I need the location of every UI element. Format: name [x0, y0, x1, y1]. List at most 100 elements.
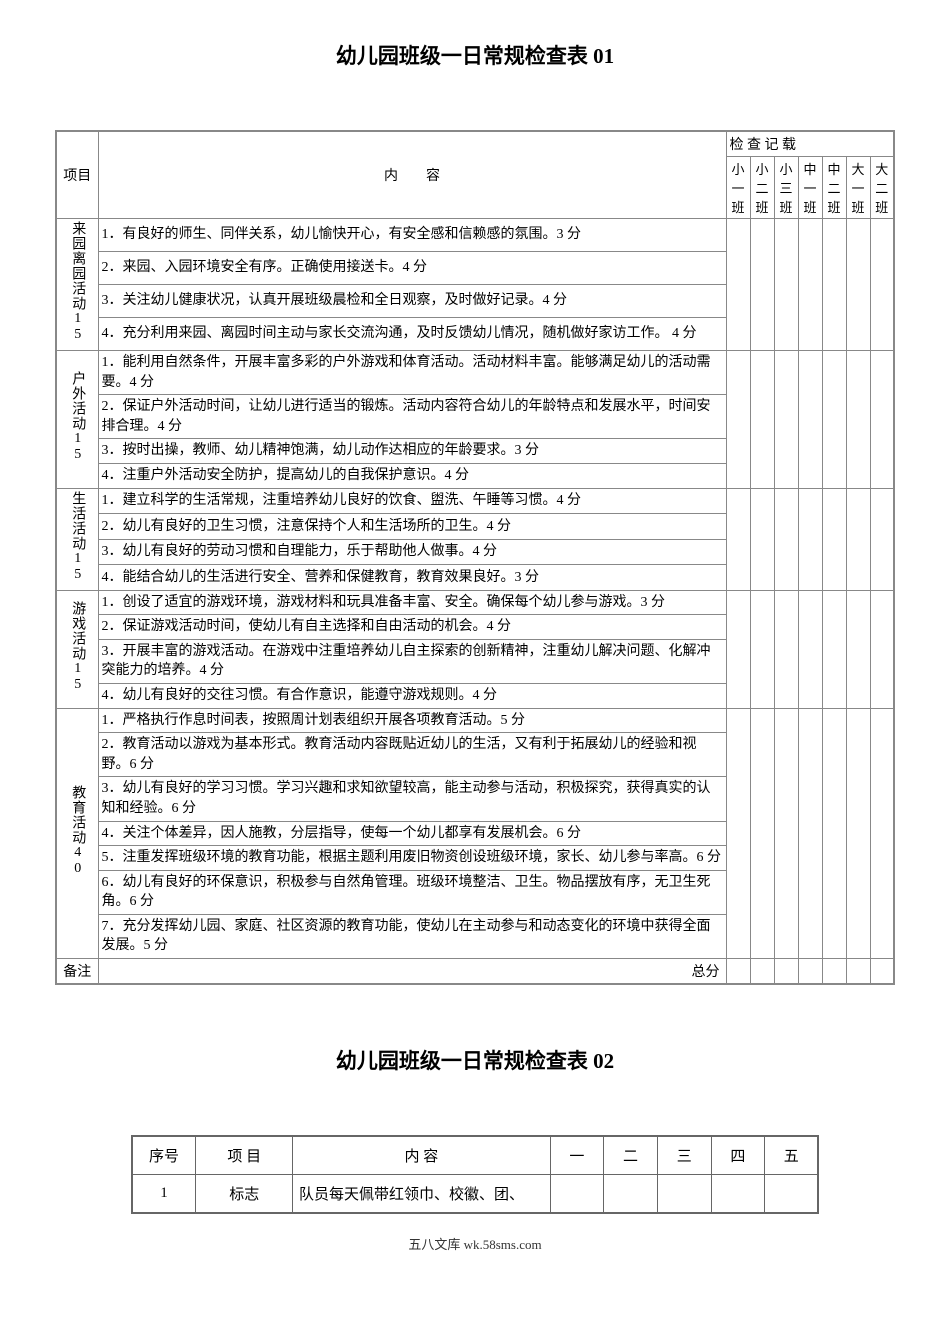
content-cell: 3．关注幼儿健康状况，认真开展班级晨检和全日观察，及时做好记录。4 分: [98, 285, 726, 318]
content-cell: 1．有良好的师生、同伴关系，幼儿愉快开心，有安全感和信赖感的氛围。3 分: [98, 219, 726, 252]
score-cell: [798, 590, 822, 708]
remark-row: 备注 总分: [56, 959, 894, 985]
header-check-record: 检 查 记 载: [726, 131, 894, 157]
content-cell: 3．开展丰富的游戏活动。在游戏中注重培养幼儿自主探索的创新精神，注重幼儿解决问题…: [98, 639, 726, 683]
class-header-0: 小一班: [726, 157, 750, 219]
content-cell: 4．幼儿有良好的交往习惯。有合作意识，能遵守游戏规则。4 分: [98, 683, 726, 708]
content-cell: 4．关注个体差异，因人施教，分层指导，使每一个幼儿都享有发展机会。6 分: [98, 821, 726, 846]
content-cell: 2．幼儿有良好的卫生习惯，注意保持个人和生活场所的卫生。4 分: [98, 514, 726, 540]
t2-cell: 队员每天佩带红领巾、校徽、团、: [293, 1175, 551, 1214]
score-cell: [750, 219, 774, 351]
score-cell: [846, 708, 870, 959]
score-cell: [774, 959, 798, 985]
score-cell: [870, 708, 894, 959]
score-cell: [846, 959, 870, 985]
content-cell: 1．建立科学的生活常规，注重培养幼儿良好的饮食、盥洗、午睡等习惯。4 分: [98, 488, 726, 514]
table-row: 户外活动15 1．能利用自然条件，开展丰富多彩的户外游戏和体育活动。活动材料丰富…: [56, 351, 894, 395]
score-cell: [846, 219, 870, 351]
content-cell: 3．按时出操，教师、幼儿精神饱满，幼儿动作达相应的年龄要求。3 分: [98, 439, 726, 464]
score-cell: [822, 488, 846, 590]
section-label-1: 户外活动15: [56, 351, 98, 489]
t2-header-2: 内 容: [293, 1136, 551, 1175]
class-header-2: 小三班: [774, 157, 798, 219]
score-cell: [798, 959, 822, 985]
score-cell: [750, 959, 774, 985]
score-cell: [726, 590, 750, 708]
document-title-2: 幼儿园班级一日常规检查表 02: [55, 1045, 895, 1075]
content-cell: 1．严格执行作息时间表，按照周计划表组织开展各项教育活动。5 分: [98, 708, 726, 733]
score-cell: [750, 590, 774, 708]
content-cell: 4．注重户外活动安全防护，提高幼儿的自我保护意识。4 分: [98, 463, 726, 488]
score-cell: [798, 351, 822, 489]
table-row: 教育活动40 1．严格执行作息时间表，按照周计划表组织开展各项教育活动。5 分: [56, 708, 894, 733]
score-cell: [798, 219, 822, 351]
content-cell: 3．幼儿有良好的学习习惯。学习兴趣和求知欲望较高，能主动参与活动，积极探究，获得…: [98, 777, 726, 821]
t2-cell: 1: [132, 1175, 196, 1214]
score-cell: [822, 219, 846, 351]
section-label-2: 生活活动15: [56, 488, 98, 590]
section-label-3: 游戏活动15: [56, 590, 98, 708]
score-cell: [846, 590, 870, 708]
score-cell: [774, 590, 798, 708]
t2-header-7: 五: [765, 1136, 819, 1175]
section-label-4: 教育活动40: [56, 708, 98, 959]
class-header-3: 中一班: [798, 157, 822, 219]
t2-cell: [765, 1175, 819, 1214]
score-cell: [774, 708, 798, 959]
t2-cell: 标志: [196, 1175, 293, 1214]
table-row: 游戏活动15 1．创设了适宜的游戏环境，游戏材料和玩具准备丰富、安全。确保每个幼…: [56, 590, 894, 615]
table2-header-row: 序号 项 目 内 容 一 二 三 四 五: [132, 1136, 819, 1175]
header-project: 项目: [56, 131, 98, 219]
table-row: 来园离园活动15 1．有良好的师生、同伴关系，幼儿愉快开心，有安全感和信赖感的氛…: [56, 219, 894, 252]
content-cell: 1．创设了适宜的游戏环境，游戏材料和玩具准备丰富、安全。确保每个幼儿参与游戏。3…: [98, 590, 726, 615]
class-header-6: 大二班: [870, 157, 894, 219]
class-header-1: 小二班: [750, 157, 774, 219]
score-cell: [774, 219, 798, 351]
t2-header-4: 二: [604, 1136, 658, 1175]
score-cell: [726, 708, 750, 959]
score-cell: [726, 488, 750, 590]
t2-header-1: 项 目: [196, 1136, 293, 1175]
score-cell: [726, 959, 750, 985]
page-footer: 五八文库 wk.58sms.com: [55, 1234, 895, 1253]
score-cell: [870, 590, 894, 708]
content-cell: 3．幼儿有良好的劳动习惯和自理能力，乐于帮助他人做事。4 分: [98, 539, 726, 565]
score-cell: [870, 351, 894, 489]
inspection-table-2: 序号 项 目 内 容 一 二 三 四 五 1 标志 队员每天佩带红领巾、校徽、团…: [131, 1135, 820, 1214]
score-cell: [822, 351, 846, 489]
score-cell: [822, 590, 846, 708]
section-label-0: 来园离园活动15: [56, 219, 98, 351]
content-cell: 2．来园、入园环境安全有序。正确使用接送卡。4 分: [98, 252, 726, 285]
total-label: 总分: [98, 959, 726, 985]
score-cell: [750, 488, 774, 590]
content-cell: 7．充分发挥幼儿园、家庭、社区资源的教育功能，使幼儿在主动参与和动态变化的环境中…: [98, 914, 726, 958]
t2-header-5: 三: [657, 1136, 711, 1175]
score-cell: [822, 708, 846, 959]
score-cell: [870, 488, 894, 590]
score-cell: [774, 351, 798, 489]
score-cell: [726, 351, 750, 489]
t2-cell: [550, 1175, 604, 1214]
content-cell: 4．充分利用来园、离园时间主动与家长交流沟通，及时反馈幼儿情况，随机做好家访工作…: [98, 318, 726, 351]
t2-header-3: 一: [550, 1136, 604, 1175]
score-cell: [798, 708, 822, 959]
score-cell: [846, 351, 870, 489]
t2-header-0: 序号: [132, 1136, 196, 1175]
table2-row: 1 标志 队员每天佩带红领巾、校徽、团、: [132, 1175, 819, 1214]
header-content: 内 容: [98, 131, 726, 219]
t2-cell: [604, 1175, 658, 1214]
remark-label: 备注: [56, 959, 98, 985]
table-row: 生活活动15 1．建立科学的生活常规，注重培养幼儿良好的饮食、盥洗、午睡等习惯。…: [56, 488, 894, 514]
t2-header-6: 四: [711, 1136, 765, 1175]
class-header-4: 中二班: [822, 157, 846, 219]
content-cell: 2．保证游戏活动时间，使幼儿有自主选择和自由活动的机会。4 分: [98, 615, 726, 640]
t2-cell: [711, 1175, 765, 1214]
content-cell: 4．能结合幼儿的生活进行安全、营养和保健教育，教育效果良好。3 分: [98, 565, 726, 591]
score-cell: [846, 488, 870, 590]
header-row-1: 项目 内 容 检 查 记 载: [56, 131, 894, 157]
document-title-1: 幼儿园班级一日常规检查表 01: [55, 40, 895, 70]
content-cell: 1．能利用自然条件，开展丰富多彩的户外游戏和体育活动。活动材料丰富。能够满足幼儿…: [98, 351, 726, 395]
score-cell: [822, 959, 846, 985]
class-header-5: 大一班: [846, 157, 870, 219]
score-cell: [798, 488, 822, 590]
